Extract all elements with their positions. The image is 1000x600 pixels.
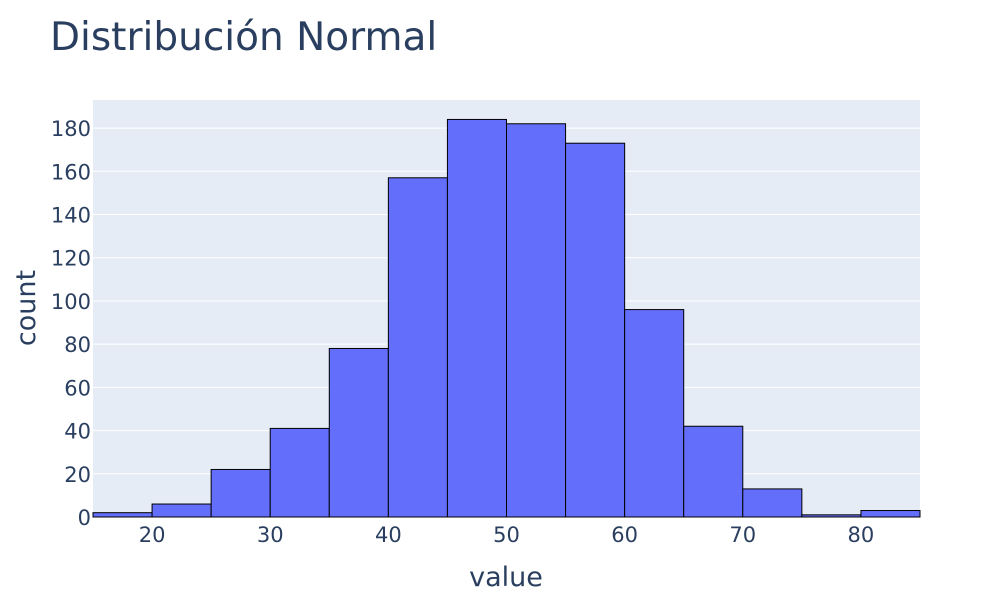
y-axis-ticks: 0 20 40 60 80 100 120 140 160 180: [51, 117, 91, 530]
bar-55-60: [565, 142, 626, 518]
bar-80-85: [860, 510, 921, 518]
bar-25-30: [210, 468, 271, 518]
y-tick-label-60: 60: [64, 376, 91, 400]
bar-65-70: [683, 425, 744, 518]
x-tick-label-50: 50: [493, 523, 520, 547]
x-tick-label-40: 40: [375, 523, 402, 547]
bar-70-75: [742, 488, 803, 518]
x-axis-title: value: [469, 562, 543, 593]
y-tick-label-20: 20: [64, 463, 91, 487]
bar-30-35: [269, 427, 330, 518]
y-tick-label-0: 0: [78, 506, 91, 530]
x-tick-label-60: 60: [611, 523, 638, 547]
y-tick-label-180: 180: [51, 117, 91, 141]
bar-40-45: [387, 177, 448, 518]
x-tick-label-70: 70: [729, 523, 756, 547]
x-axis-ticks: 20 30 40 50 60 70 80: [139, 523, 875, 547]
x-tick-label-30: 30: [257, 523, 284, 547]
x-tick-label-20: 20: [139, 523, 166, 547]
bar-60-65: [624, 309, 685, 518]
y-tick-label-40: 40: [64, 420, 91, 444]
bar-45-50: [446, 118, 507, 518]
y-tick-label-160: 160: [51, 160, 91, 184]
histogram-bars: [92, 118, 921, 518]
bar-50-55: [506, 123, 567, 518]
y-tick-label-120: 120: [51, 247, 91, 271]
bar-75-80: [801, 514, 862, 518]
y-axis-title: count: [11, 270, 42, 346]
bar-35-40: [328, 347, 389, 518]
bar-20-25: [151, 503, 212, 518]
x-tick-label-80: 80: [848, 523, 875, 547]
y-tick-label-80: 80: [64, 333, 91, 357]
bar-15-20: [92, 512, 153, 518]
y-tick-label-100: 100: [51, 290, 91, 314]
chart-title: Distribución Normal: [50, 15, 437, 60]
y-tick-label-140: 140: [51, 204, 91, 228]
